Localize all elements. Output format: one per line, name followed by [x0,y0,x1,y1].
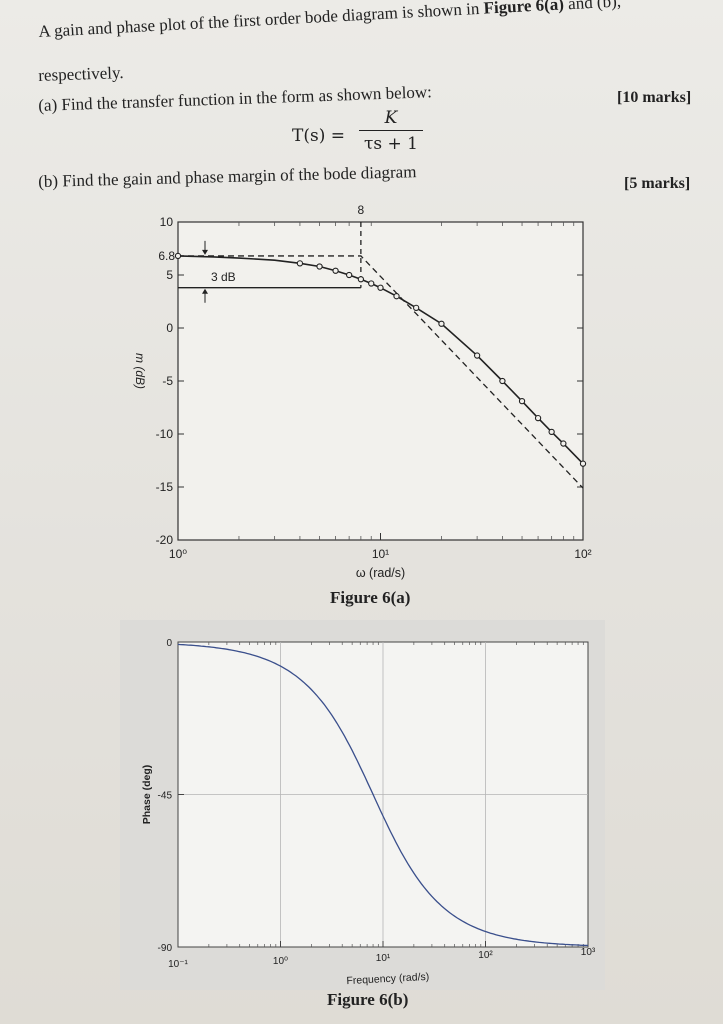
data-point [518,397,526,405]
x-tick-label: 10¹ [376,953,391,964]
y-tick-label: -20 [156,533,174,547]
part-b-marks: [5 marks] [624,175,691,192]
y-tick-label: -45 [158,791,173,802]
y-tick-label: -5 [162,374,173,388]
data-point [579,460,587,467]
y-tick-label: 0 [166,321,173,335]
x-tick-label: 10⁻¹ [168,959,188,970]
x-axis-label: Frequency (rad/s) [346,971,429,987]
fraction-bar [359,130,423,131]
data-point [377,284,384,291]
magnitude-bode-plot: 10⁰ 10¹ 10² 10 5 0 -5 -10 -15 -20 6.8 ω (rad/s) m (d… [133,203,592,580]
data-point [413,304,420,312]
equation-numerator: K [384,108,398,128]
data-point [332,267,339,274]
y-tick-label: 0 [166,638,172,649]
equation-lhs: T(s) = [292,126,345,146]
y-tick-label: 10 [160,215,174,229]
y-tick-label: 5 [166,268,173,282]
figure-6b-caption: Figure 6(b) [327,990,409,1009]
x-tick-label: 10² [478,950,493,961]
data-point [393,293,400,300]
data-point [174,252,182,260]
part-a-marks: [10 marks] [617,89,692,106]
data-point [438,320,445,327]
data-point [548,428,555,436]
y-tick-label: -10 [156,427,174,441]
data-point [368,280,375,287]
data-point [560,440,567,447]
x-tick-label: 10³ [581,947,596,958]
x-tick-label: 10¹ [372,547,389,561]
figure-6a-caption: Figure 6(a) [330,588,411,607]
data-point [296,260,304,267]
y-tick-label: -90 [158,943,173,954]
data-point [316,263,323,270]
data-point [473,352,481,359]
y-axis-label: m (dB) [133,353,147,389]
x-tick-label: 10⁰ [273,956,288,967]
y-axis-label: Phase (deg) [141,765,153,825]
data-point [357,276,365,283]
data-point [534,414,542,422]
x-tick-label: 10² [574,547,591,561]
figure-ref-6a: Figure 6(a) [483,0,565,18]
equation-denominator: τs + 1 [364,134,418,154]
equation-fraction: K τs + 1 [357,108,425,154]
x-axis-label: ω (rad/s) [356,566,405,580]
phase-curve [177,643,588,947]
corner-label: 8 [358,203,365,217]
arrow-up-head [202,288,208,294]
question-intro-line2: respectively. [38,63,124,85]
x-tick-label: 10⁰ [169,547,187,561]
asymptote-line [178,255,584,489]
y-tick-label-6-8: 6.8 [158,249,175,263]
plot-frame [177,221,584,541]
arrow-down-head [202,249,208,255]
phase-bode-plot: 10⁻¹ 10⁰ 10¹ 10² 10³ 0 -45 -90 Frequency (rad/s)… [120,620,605,990]
data-point [345,271,353,279]
three-db-label: 3 dB [211,270,236,284]
y-tick-label: -15 [156,480,174,494]
data-point [499,377,506,385]
